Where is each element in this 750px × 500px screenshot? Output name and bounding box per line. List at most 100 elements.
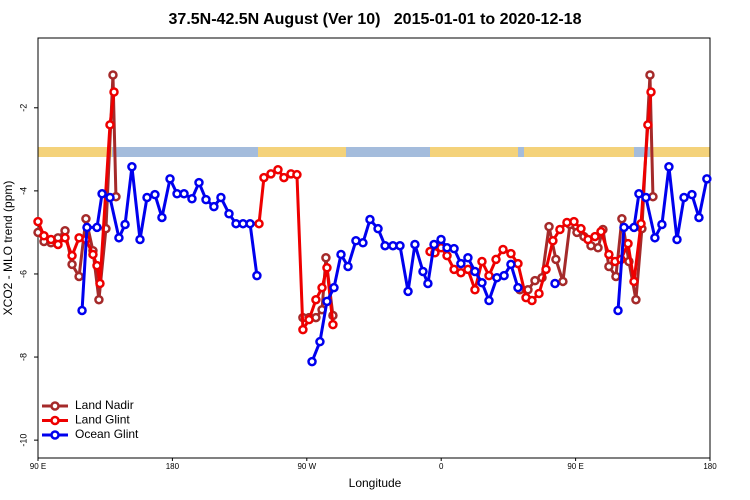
data-point: [135, 234, 145, 245]
data-point: [209, 201, 219, 212]
data-point: [82, 222, 92, 233]
data-point: [157, 212, 167, 223]
data-point: [114, 233, 124, 243]
data-point: [67, 250, 77, 261]
data-point: [617, 213, 627, 224]
data-point: [629, 276, 639, 287]
data-point: [298, 324, 308, 335]
data-point: [194, 177, 204, 188]
data-point: [593, 243, 603, 253]
y-tick-label: -6: [18, 270, 28, 278]
data-point: [470, 266, 480, 277]
data-point: [456, 258, 466, 269]
data-point: [336, 249, 346, 260]
series-line: [616, 165, 709, 311]
data-point: [641, 192, 651, 203]
data-point: [358, 238, 368, 248]
data-point: [687, 189, 697, 200]
data-point: [544, 221, 554, 232]
series-line: [36, 73, 118, 302]
data-point: [702, 174, 712, 184]
data-point: [410, 239, 420, 250]
data-point: [629, 222, 639, 233]
data-point: [527, 295, 537, 306]
data-point: [436, 234, 446, 245]
data-point: [634, 189, 644, 199]
data-point: [551, 254, 561, 265]
data-point: [470, 285, 480, 295]
data-point: [252, 270, 262, 281]
data-point: [179, 189, 189, 199]
data-point: [463, 253, 473, 263]
data-point: [694, 212, 704, 223]
data-point: [456, 267, 466, 278]
data-point: [643, 120, 653, 130]
data-point: [53, 239, 63, 250]
data-point: [484, 295, 494, 306]
data-point: [60, 233, 70, 243]
data-point: [541, 264, 551, 275]
data-point: [97, 189, 107, 199]
data-point: [343, 261, 353, 272]
data-point: [491, 254, 501, 265]
data-point: [216, 192, 226, 203]
data-point: [201, 194, 211, 205]
data-point: [92, 260, 102, 271]
plot-frame: [37, 37, 711, 459]
data-point: [365, 214, 375, 225]
data-point: [74, 271, 84, 282]
data-point: [292, 169, 302, 180]
data-point: [245, 218, 255, 229]
data-point: [403, 286, 413, 297]
data-point: [569, 216, 579, 227]
data-point: [77, 305, 87, 316]
data-point: [120, 219, 130, 230]
data-point: [81, 213, 91, 224]
data-point: [95, 278, 105, 289]
legend-marker: [50, 415, 60, 426]
legend-label: Land Nadir: [75, 398, 134, 412]
y-tick-label: -2: [18, 104, 28, 112]
x-tick-label: 0: [439, 462, 444, 471]
data-point: [321, 253, 331, 263]
data-point: [304, 314, 314, 325]
data-point: [477, 277, 487, 288]
data-point: [499, 270, 509, 281]
data-point: [254, 218, 264, 229]
y-axis-label: XCO2 - MLO trend (ppm): [1, 181, 15, 316]
data-point: [322, 262, 332, 273]
data-point: [108, 70, 118, 80]
data-point: [604, 249, 614, 260]
data-point: [429, 239, 439, 250]
data-point: [619, 222, 629, 233]
x-axis-label: Longitude: [349, 476, 402, 490]
data-point: [604, 261, 614, 272]
data-point: [679, 192, 689, 203]
data-point: [672, 234, 682, 245]
data-point: [664, 162, 674, 172]
data-point: [39, 230, 49, 241]
data-point: [576, 223, 586, 234]
y-tick-label: -10: [18, 434, 28, 447]
data-point: [94, 294, 104, 305]
data-point: [623, 238, 633, 249]
data-point: [142, 192, 152, 203]
data-point: [596, 226, 606, 237]
data-point: [550, 278, 560, 289]
data-point: [449, 243, 459, 254]
data-point: [373, 223, 383, 234]
legend-label: Ocean Glint: [75, 427, 139, 441]
data-point: [498, 244, 508, 255]
data-point: [636, 218, 646, 229]
y-tick-label: -8: [18, 353, 28, 361]
data-point: [423, 278, 433, 289]
y-tick-label: -4: [18, 187, 28, 195]
data-point: [646, 87, 656, 97]
data-point: [631, 294, 641, 305]
x-tick-label: 180: [703, 462, 717, 471]
data-point: [67, 259, 77, 270]
data-point: [645, 70, 655, 80]
data-point: [513, 282, 523, 293]
data-point: [88, 249, 98, 260]
